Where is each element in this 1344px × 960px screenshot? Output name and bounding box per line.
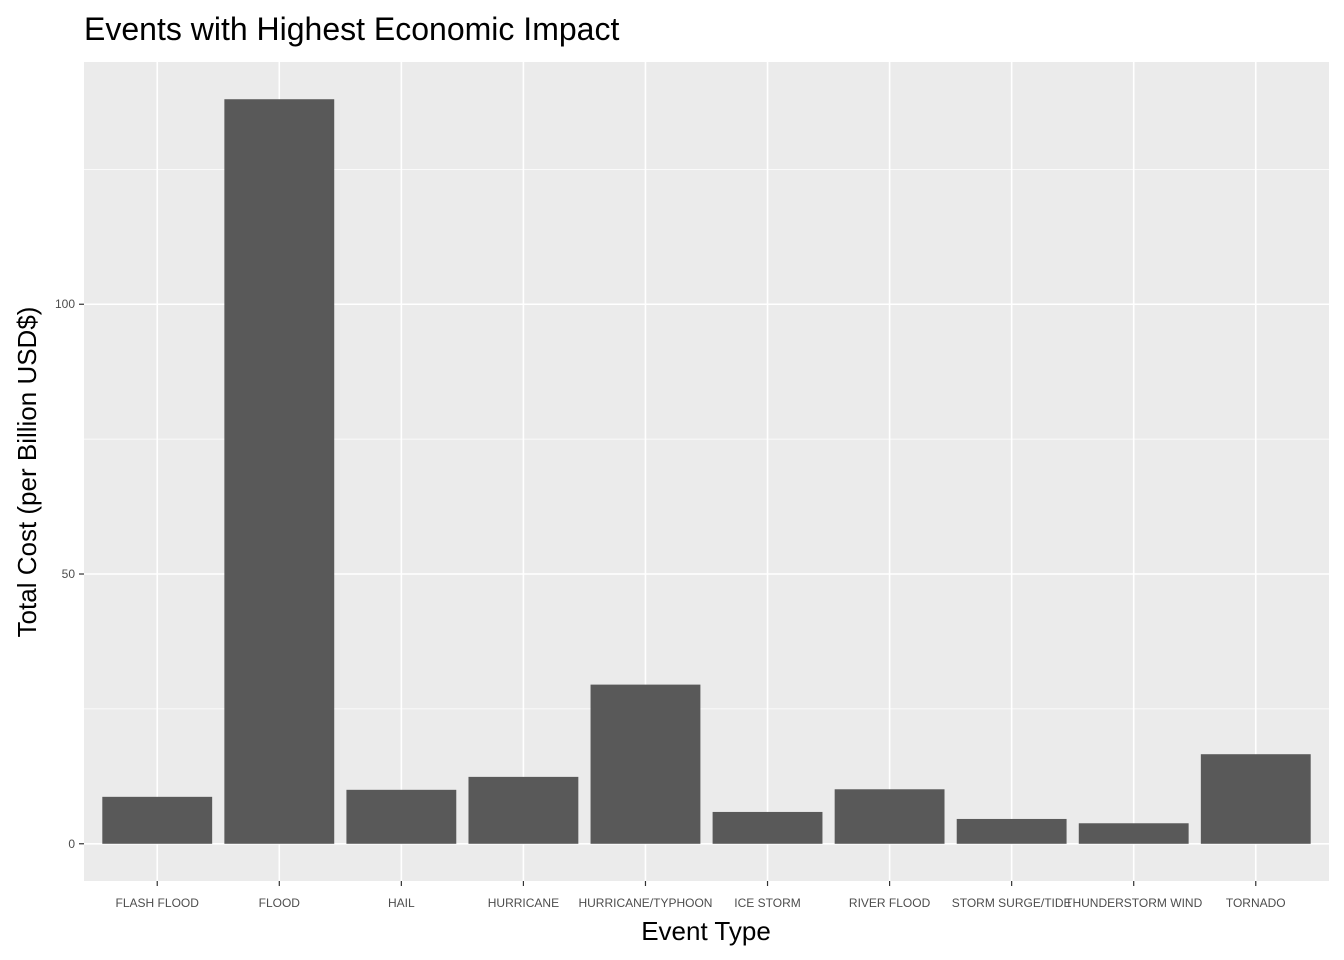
bar (956, 818, 1067, 844)
bar (468, 776, 579, 844)
bar (224, 99, 335, 844)
y-tick-label: 50 (62, 567, 76, 581)
y-tick-label: 0 (68, 837, 75, 851)
bar (1078, 823, 1189, 844)
chart-title: Events with Highest Economic Impact (84, 11, 619, 47)
x-tick-label: HURRICANE/TYPHOON (578, 896, 712, 910)
x-tick-label: HAIL (388, 896, 415, 910)
x-tick-label: ICE STORM (734, 896, 800, 910)
bar (346, 789, 457, 844)
bar (712, 811, 823, 844)
x-tick-label: THUNDERSTORM WIND (1065, 896, 1202, 910)
bar (834, 789, 945, 844)
y-axis-title: Total Cost (per Billion USD$) (12, 307, 42, 638)
y-tick-label: 100 (55, 297, 75, 311)
x-tick-label: STORM SURGE/TIDE (952, 896, 1072, 910)
x-tick-label: FLOOD (259, 896, 301, 910)
bar (1200, 754, 1311, 844)
bars (102, 99, 1311, 844)
y-axis: 0 50 100 (55, 297, 84, 851)
x-axis-title: Event Type (641, 916, 771, 946)
x-tick-label: HURRICANE (488, 896, 559, 910)
bar (102, 796, 213, 844)
x-tick-label: FLASH FLOOD (116, 896, 200, 910)
x-axis: FLASH FLOOD FLOOD HAIL HURRICANE HURRICANE/T… (116, 881, 1286, 910)
x-tick-label: TORNADO (1226, 896, 1286, 910)
x-tick-label: RIVER FLOOD (849, 896, 931, 910)
bar (590, 684, 701, 844)
